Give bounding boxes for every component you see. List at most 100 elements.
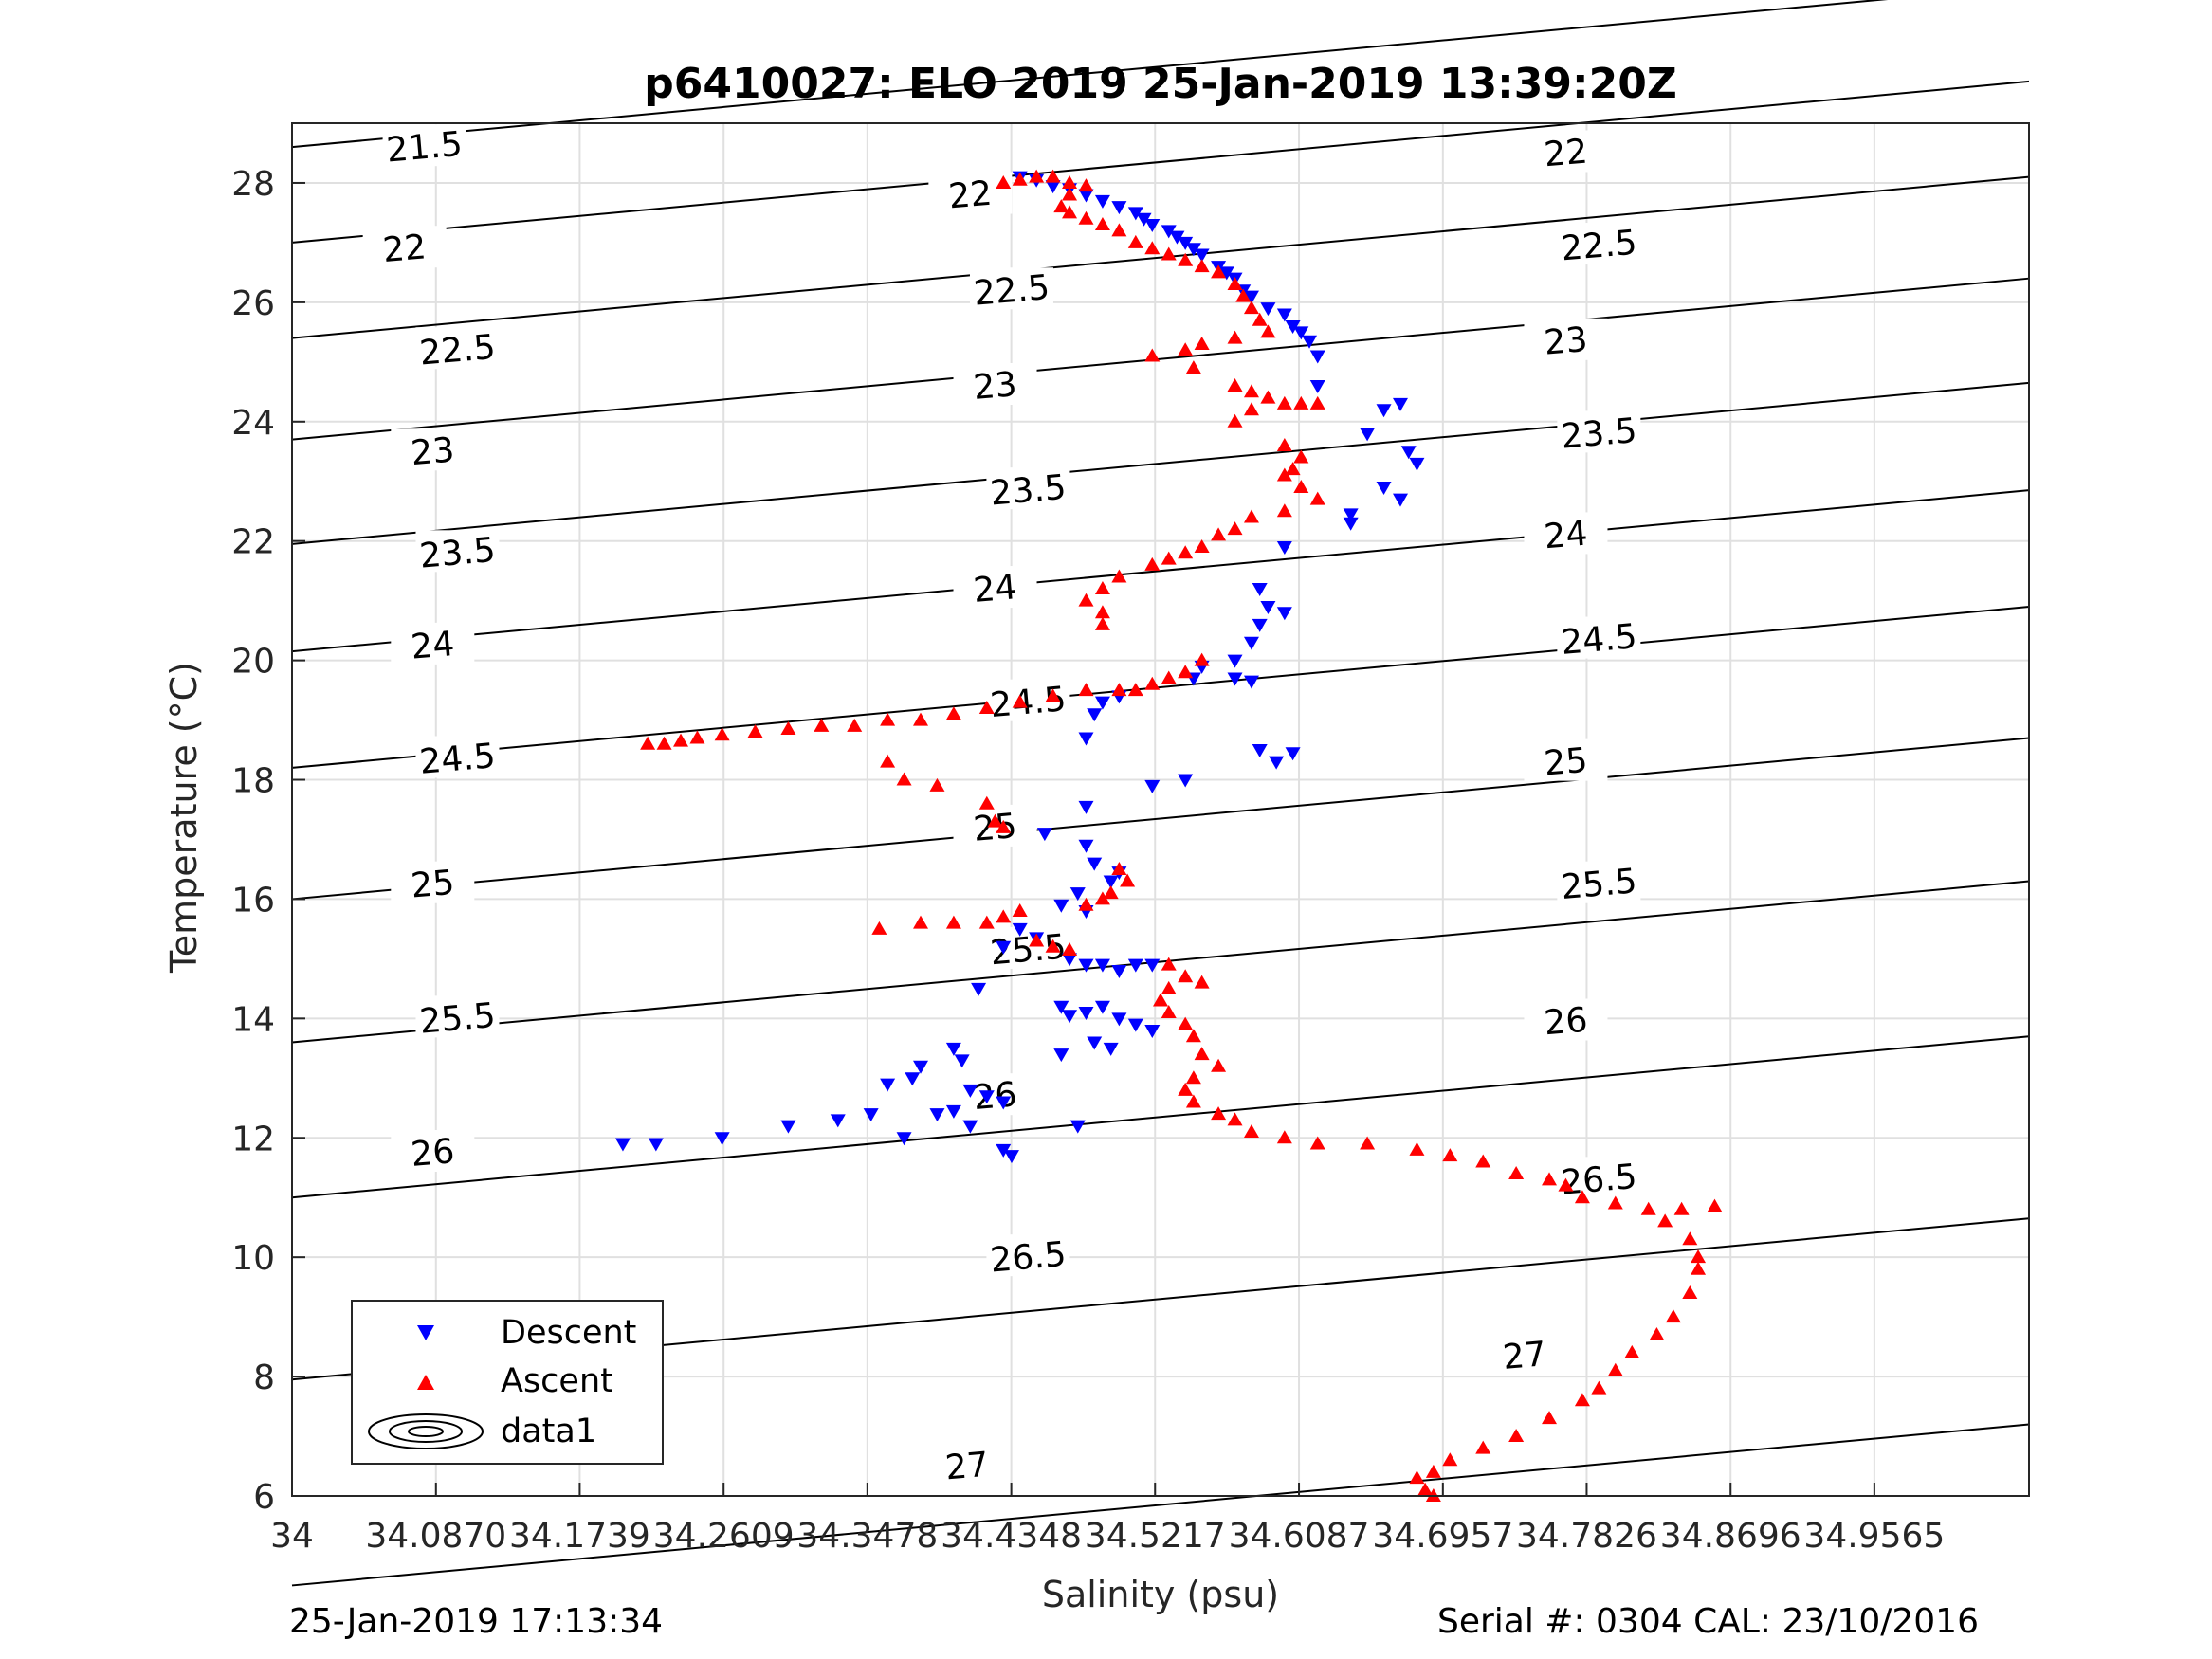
ascent-point [1185,360,1201,374]
contour-label-bg [391,1130,475,1172]
x-tick-label: 34 [270,1517,314,1556]
legend-ascent-marker [417,1375,434,1390]
descent-point [1243,675,1259,689]
ascent-point [913,915,929,929]
density-contours: 21.5 22 22.5 23 23.5 24 24.5 25 25.5 26 26.5 22 22.5… [291,0,2030,1587]
ascent-point [1691,1261,1707,1275]
x-tick-label: 34.1739 [509,1517,650,1556]
isopycnal-line [291,880,2030,1044]
contour-label: 25 [410,864,456,906]
contour-label: 23.5 [989,468,1068,514]
contour-label: 23 [410,430,456,473]
x-tick-label: 34.6087 [1229,1517,1370,1556]
contour-label: 24 [1543,514,1589,556]
ascent-point [1276,437,1292,451]
ascent-point [1144,676,1161,690]
descent-point [1343,517,1359,531]
ascent-point [1194,1047,1210,1061]
ascent-point [1475,1440,1491,1454]
ascent-point [1062,205,1078,219]
x-tick-label: 34.3478 [796,1517,938,1556]
ascent-point [1574,1393,1590,1407]
ascent-point [1243,1123,1259,1138]
ascent-point [640,736,656,750]
ascent-point [871,921,887,935]
ascent-point [1178,665,1194,679]
descent-point [1144,779,1161,793]
descent-point [1087,857,1103,871]
ascent-point [1161,670,1177,684]
y-tick-label: 26 [231,284,275,323]
ascent-point [1045,688,1061,702]
contour-label-bg [1524,998,1608,1041]
contour-label: 27 [1501,1335,1547,1377]
ascent-point [1211,527,1227,541]
descent-point [1111,201,1127,215]
grid [291,123,2029,1497]
descent-point [1094,958,1110,973]
ascent-point [1144,556,1161,571]
contour-label-bg [953,1073,1037,1116]
descent-point [863,1108,879,1122]
ascent-point [1409,1470,1425,1485]
ascent-point [1062,174,1078,189]
ascent-point [1417,1482,1434,1496]
y-tick-label: 24 [231,404,275,443]
ascent-point [1442,1452,1458,1467]
ascent-point [929,777,945,792]
ascent-point [987,813,1003,828]
descent-point [1227,654,1243,668]
descent-point [1243,290,1259,304]
ascent-point [1235,288,1252,302]
ascent-point [1252,312,1268,326]
ascent-point [1285,462,1301,476]
descent-point [1144,1024,1161,1038]
descent-point [1252,583,1268,597]
ascent-point [978,700,995,714]
ascent-point [1029,169,1045,183]
ascent-point [673,733,689,747]
ascent-point [814,718,830,732]
ascent-point [996,819,1012,833]
ascent-point [1227,276,1243,290]
y-tick-label: 18 [231,762,275,801]
ascent-point [1194,336,1210,350]
ascent-point [1194,259,1210,273]
contour-label: 25.5 [418,996,497,1042]
ascent-point [689,730,705,744]
y-tick-label: 6 [253,1478,275,1517]
descent-point [1144,958,1161,973]
contour-label-bg [969,267,1053,310]
descent-point [1252,744,1268,758]
y-tick-label: 12 [231,1120,275,1158]
ascent-point [1127,683,1143,697]
ascent-point [1178,545,1194,559]
descent-point [1269,756,1285,770]
contour-label-bg [928,172,1013,214]
ascent-point [1178,969,1194,983]
legend-descent-marker [417,1325,434,1340]
ascent-point [996,909,1012,923]
legend-box [351,1300,664,1465]
contour-label: 24 [972,568,1018,611]
ascent-point [1276,1130,1292,1144]
plot-area-frame [291,122,2030,1497]
ascent-point [1243,384,1259,398]
contour-label: 25 [1543,741,1589,784]
ascent-point [1211,264,1227,279]
contour-label: 25.5 [1560,862,1638,907]
descent-point [1285,320,1301,335]
descent-point [1260,302,1276,317]
y-tick-label: 22 [231,523,275,562]
x-tick-label: 34.5217 [1085,1517,1226,1556]
contour-label-bg [1524,318,1608,360]
ascent-point [1309,491,1325,505]
descent-point [1078,800,1094,814]
ascent-point [1078,210,1094,225]
ascent-point [1691,1249,1707,1264]
ascent-point [1665,1309,1681,1323]
y-tick-label: 16 [231,881,275,920]
ascent-point [1211,1106,1227,1121]
contour-label-bg [1524,738,1608,781]
ascent-point [1178,252,1194,266]
